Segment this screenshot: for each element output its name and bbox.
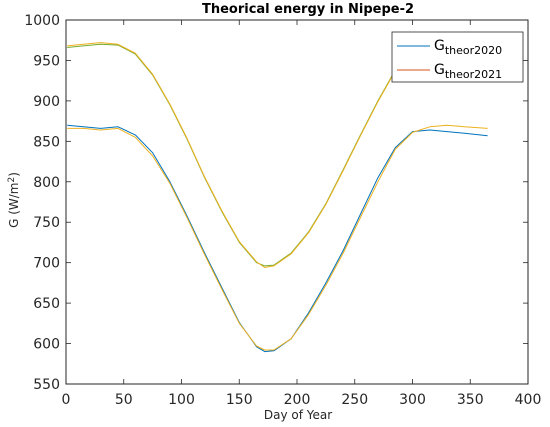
legend-label-2020-main: G: [434, 38, 445, 54]
series-line-lower-2021: [67, 124, 488, 351]
legend-label-2020-sub: theor2020: [445, 44, 502, 57]
y-tick-label-900: 900: [33, 94, 60, 110]
y-tick-label-600: 600: [33, 337, 60, 353]
series-line-lower-2020: [67, 124, 488, 353]
y-tick-label-700: 700: [33, 256, 60, 272]
y-axis-label-main: G (W/m: [7, 183, 21, 228]
y-tick-label-950: 950: [33, 53, 60, 69]
x-tick-label-0: 0: [62, 392, 71, 408]
x-tick-label-50: 50: [115, 392, 133, 408]
x-tick-label-300: 300: [399, 392, 426, 408]
x-tick-label-250: 250: [341, 392, 368, 408]
y-tick-label-800: 800: [33, 175, 60, 191]
legend-label-2021-main: G: [434, 62, 445, 78]
y-tick-label-850: 850: [33, 134, 60, 150]
legend-label-2021-sub: theor2021: [445, 68, 502, 81]
y-tick-label-750: 750: [33, 215, 60, 231]
y-tick-label-650: 650: [33, 296, 60, 312]
legend-label-2020: Gtheor2020: [434, 38, 502, 57]
y-axis-label-end: ): [7, 172, 21, 177]
y-tick-label-550: 550: [33, 377, 60, 393]
x-tick-label-350: 350: [457, 392, 484, 408]
legend: Gtheor2020 Gtheor2021: [391, 31, 524, 83]
x-tick-label-100: 100: [168, 392, 195, 408]
y-axis-label: G (W/m2): [7, 172, 21, 228]
ticks-layer: 0 50 100 150 200 250 300 350 400 550 600 650 700 750 8…: [24, 13, 541, 408]
y-axis-label-superscript: 2: [7, 177, 17, 183]
legend-label-2021: Gtheor2021: [434, 62, 502, 81]
x-tick-label-150: 150: [226, 392, 253, 408]
legend-box: [391, 31, 524, 83]
x-tick-label-400: 400: [515, 392, 542, 408]
y-tick-label-1000: 1000: [24, 13, 60, 29]
x-tick-label-200: 200: [284, 392, 311, 408]
x-axis-label: Day of Year: [264, 408, 332, 422]
chart-title: Theorical energy in Nipepe-2: [202, 2, 414, 17]
